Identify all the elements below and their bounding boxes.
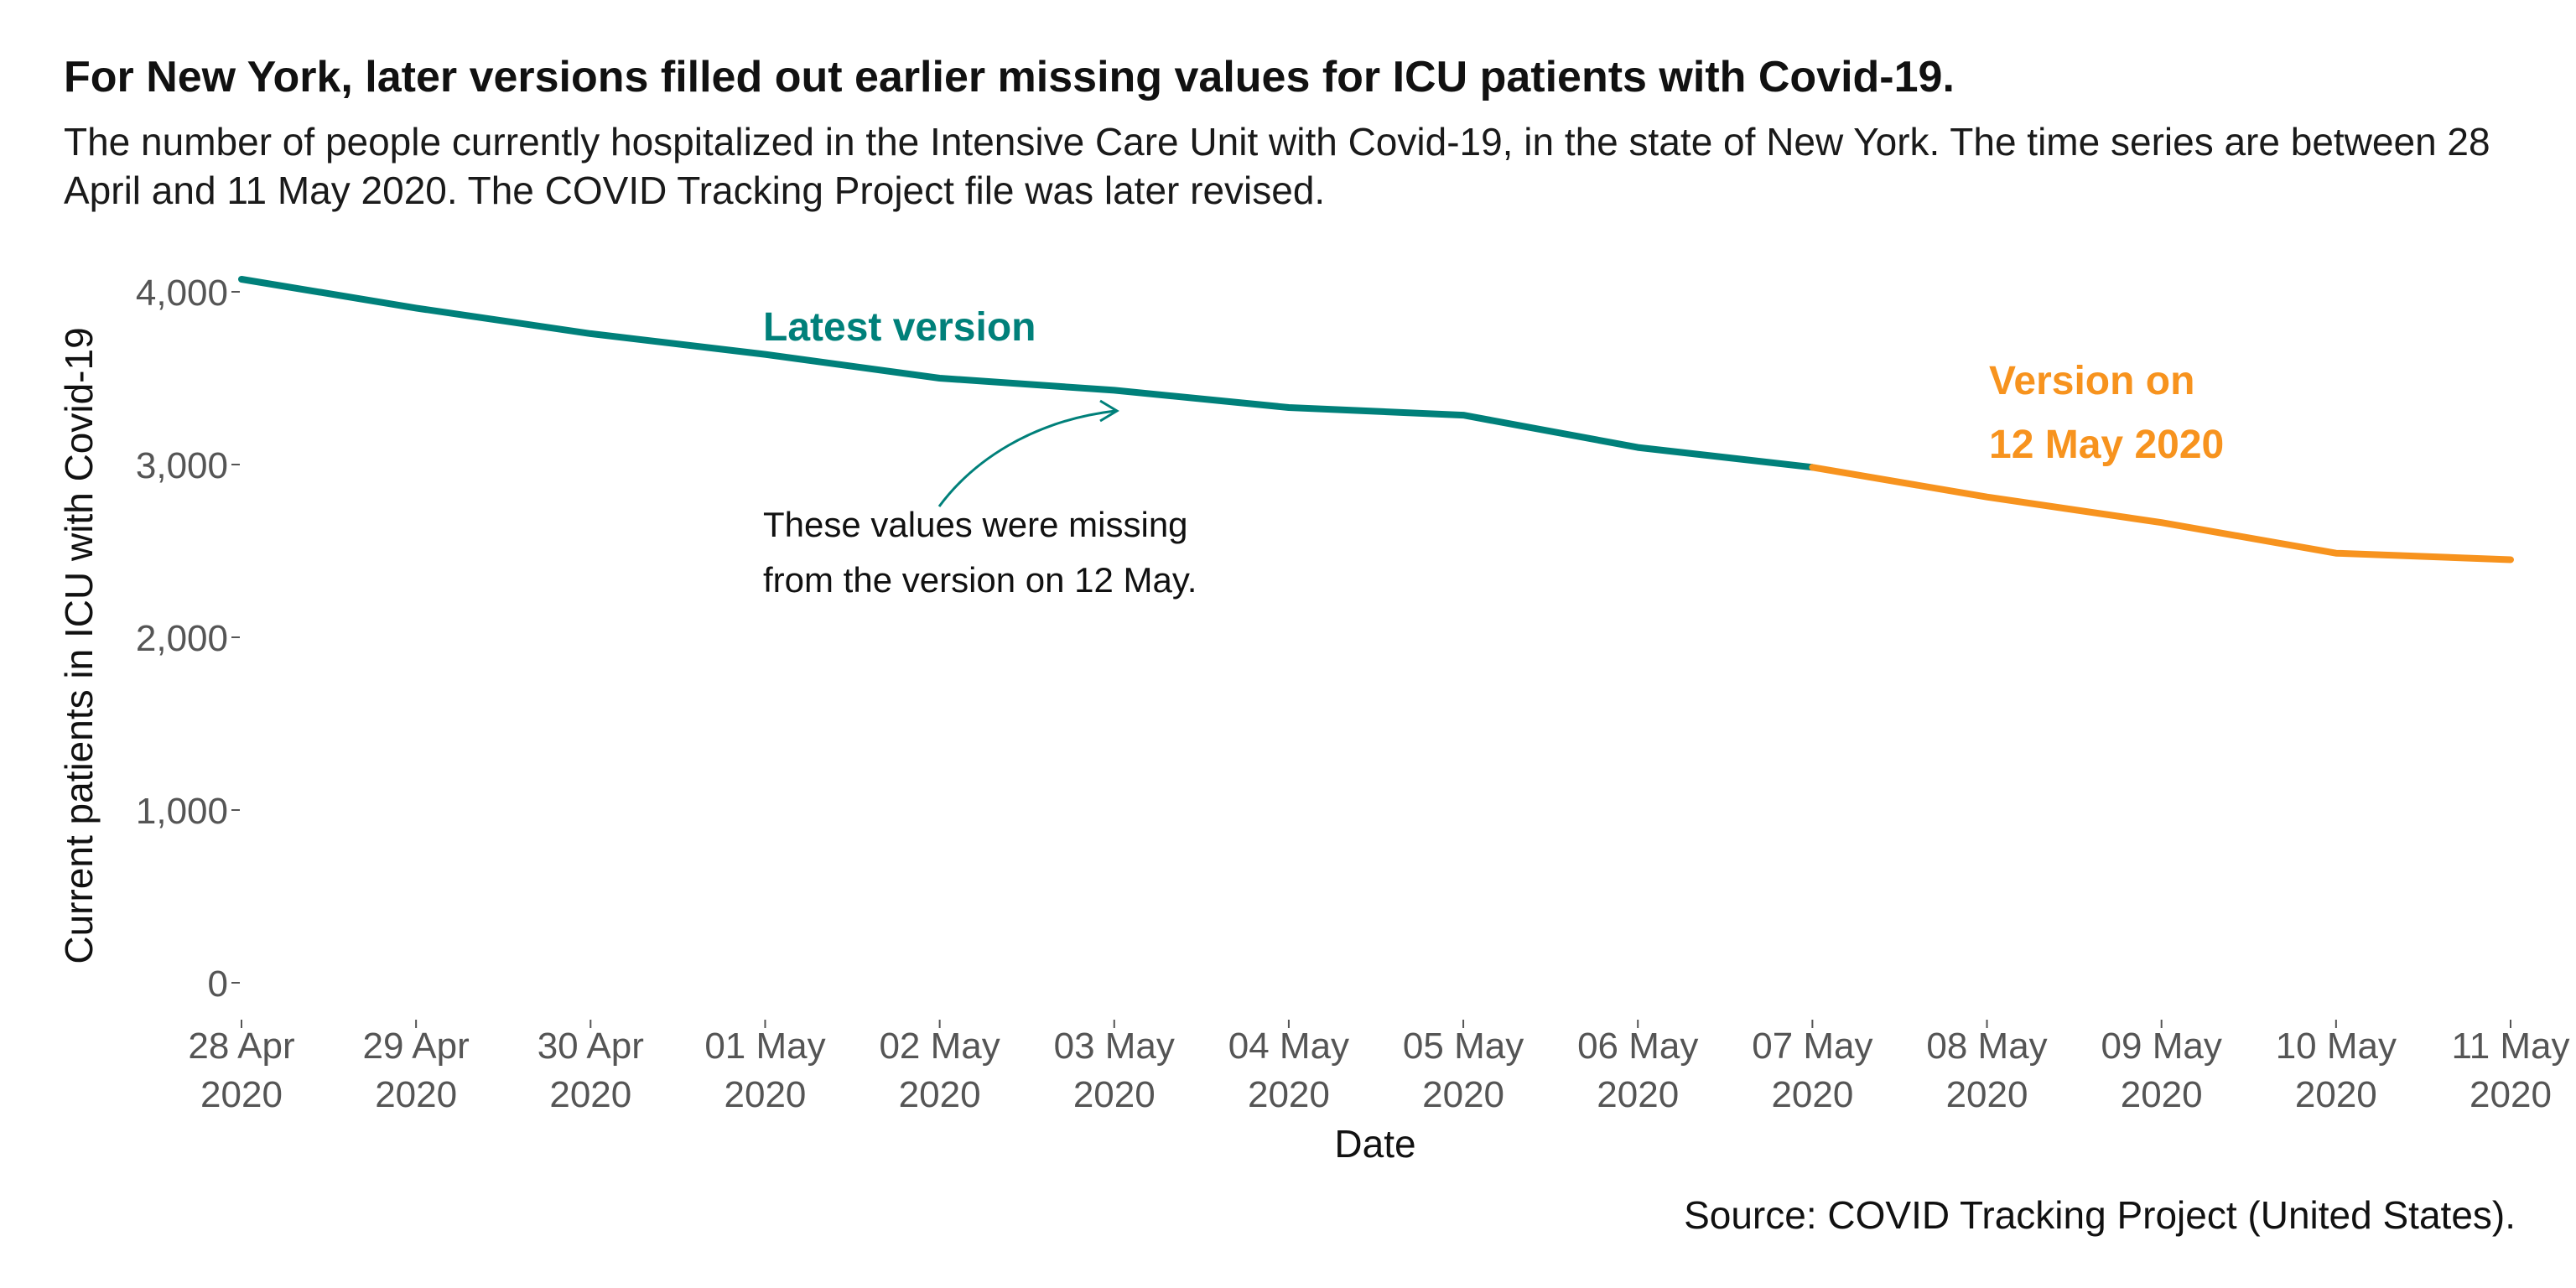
x-tick-label: 05 May 2020 [1403, 1026, 1524, 1115]
y-tick-label: 4,000 [136, 273, 228, 314]
x-tick-label: 08 May 2020 [1926, 1026, 2047, 1115]
chart-subtitle: The number of people currently hospitali… [64, 120, 2490, 212]
series-label-latest-version: Latest version [763, 305, 1036, 350]
x-tick-label: 01 May 2020 [704, 1026, 825, 1115]
x-tick-label: 11 May 2020 [2451, 1026, 2569, 1115]
y-tick-label: 0 [208, 963, 228, 1005]
x-tick-label: 04 May 2020 [1228, 1026, 1349, 1115]
chart-title: For New York, later versions filled out … [64, 53, 1955, 101]
annotation-arrowhead [1099, 399, 1119, 423]
x-tick-label: 03 May 2020 [1054, 1026, 1175, 1115]
y-tick-label: 1,000 [136, 791, 228, 832]
series-line-version-12-may [1809, 464, 2514, 564]
x-tick-label: 29 Apr 2020 [363, 1026, 470, 1115]
x-axis: 28 Apr 2020 29 Apr 2020 30 Apr 2020 01 May 2020… [188, 1020, 2570, 1115]
x-tick-label: 30 Apr 2020 [538, 1026, 644, 1115]
x-axis-title: Date [1334, 1122, 1415, 1166]
y-axis: 0 1,000 2,000 3,000 4,000 [136, 273, 240, 1005]
x-tick-label: 06 May 2020 [1577, 1026, 1698, 1115]
series-lines [238, 276, 2514, 564]
x-tick-label: 10 May 2020 [2276, 1026, 2397, 1115]
x-tick-label: 02 May 2020 [879, 1026, 1000, 1115]
x-tick-label: 28 Apr 2020 [188, 1026, 294, 1115]
y-axis-title: Current patients in ICU with Covid-19 [57, 327, 101, 963]
series-label-version-12-may-line2: 12 May 2020 [1989, 423, 2224, 467]
source-note: Source: COVID Tracking Project (United S… [1684, 1193, 2516, 1237]
x-tick-label: 09 May 2020 [2101, 1026, 2222, 1115]
y-tick-label: 2,000 [136, 618, 228, 659]
series-line-latest-version [238, 276, 1816, 471]
x-tick-label: 07 May 2020 [1752, 1026, 1872, 1115]
series-label-version-12-may-line1: Version on [1989, 359, 2194, 403]
annotation-line-2: from the version on 12 May. [763, 560, 1197, 600]
annotation-line-1: These values were missing [763, 505, 1188, 544]
y-tick-label: 3,000 [136, 445, 228, 486]
annotation-arrow [937, 409, 1116, 507]
